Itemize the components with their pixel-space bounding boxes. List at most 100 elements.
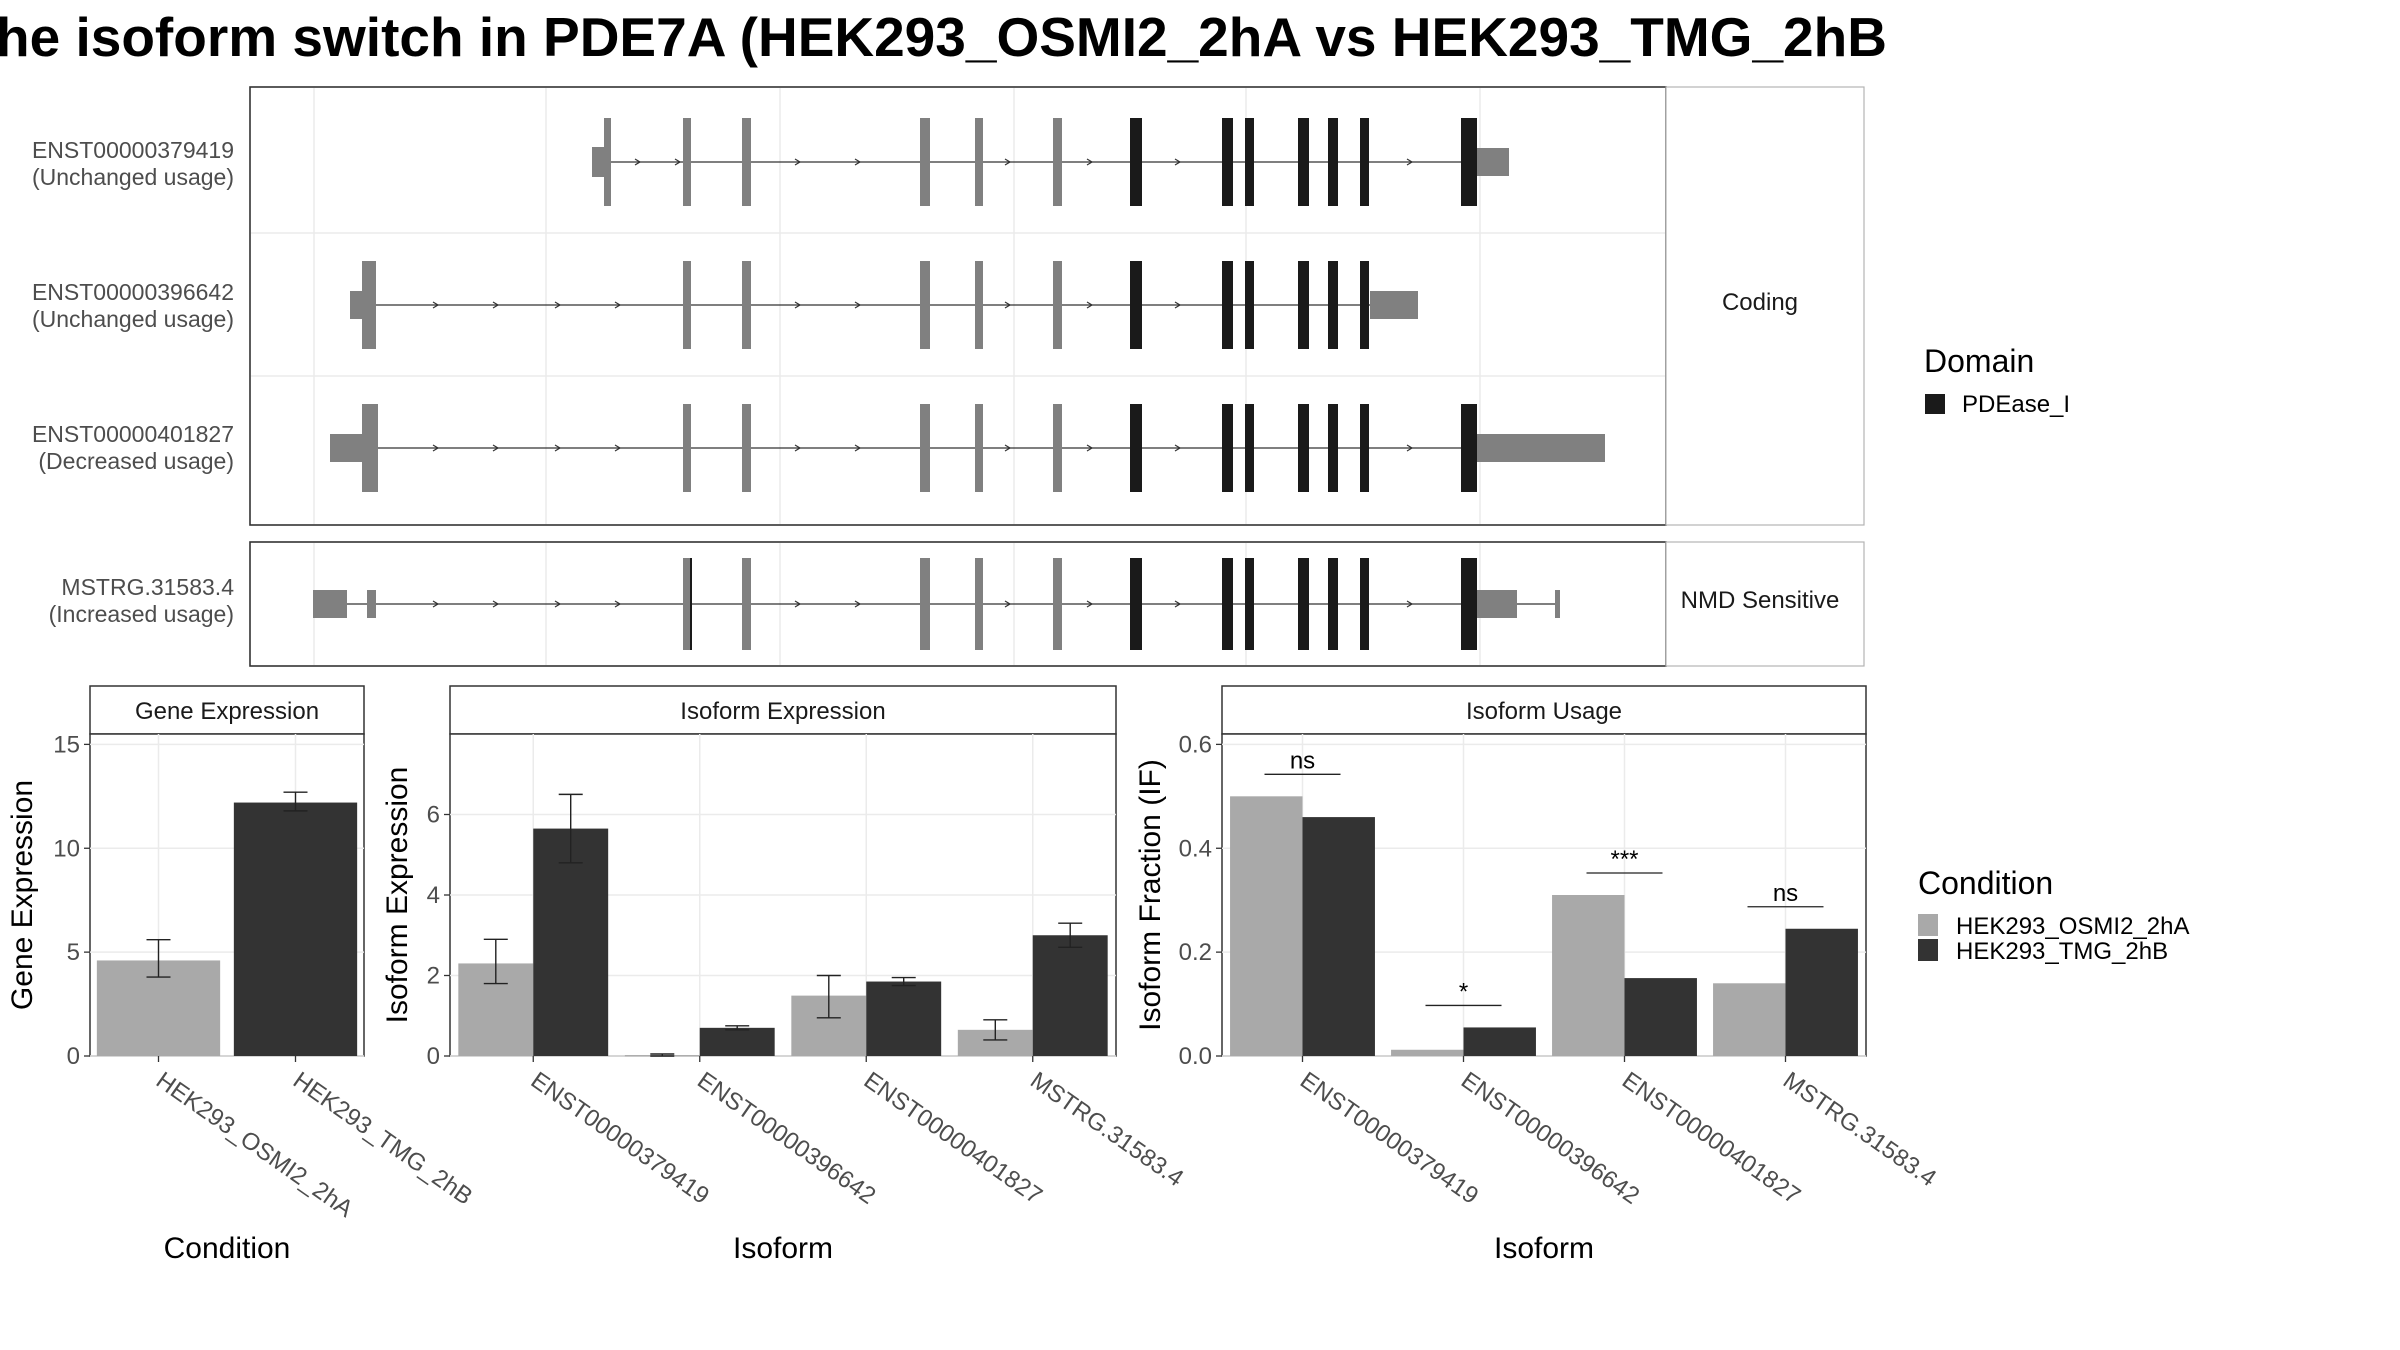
exon [975,558,983,650]
strand-arrow [794,444,802,452]
strand-arrow [492,444,500,452]
x-axis-label: Isoform [1494,1232,1594,1265]
chart-strip-label: Isoform Usage [1466,698,1622,725]
significance-label: *** [1610,846,1638,873]
bar [1713,983,1786,1056]
domain-exon [1298,404,1309,492]
x-tick-label: ENST00000379419 [1295,1067,1483,1210]
domain-exon [1360,261,1369,349]
exon [683,404,691,492]
condition-legend-swatch-tmg [1918,939,1938,961]
x-tick-label: MSTRG.31583.4 [1778,1067,1941,1192]
exon [920,261,930,349]
strand-arrow [554,301,562,309]
domain-exon [1328,558,1338,650]
exon [1053,118,1062,206]
chart-strip-label: Isoform Expression [680,698,885,725]
strand-arrow [1174,301,1182,309]
strand-arrow [554,444,562,452]
strand-arrow [794,158,802,166]
exon [367,590,376,618]
strand-arrow [614,600,622,608]
domain-exon [1222,261,1233,349]
exon [683,558,691,650]
significance-label: ns [1290,747,1315,774]
domain-exon [690,558,692,650]
domain-legend-label: PDEase_I [1962,391,2070,418]
strand-arrow [1174,158,1182,166]
strand-arrow [1174,444,1182,452]
bar [1391,1049,1464,1056]
transcript-label-id: ENST00000401827 [32,421,234,447]
exon [362,261,376,349]
domain-exon [1461,558,1477,650]
exon [742,404,751,492]
chart-strip [89,685,365,735]
transcript-label-id: ENST00000379419 [32,137,234,163]
y-tick-label: 6 [427,802,440,829]
exon [975,404,983,492]
strand-arrow [1086,158,1094,166]
transcript-label-usage: (Increased usage) [49,601,234,627]
strand-arrow [854,158,862,166]
domain-exon [1328,261,1338,349]
bar [1032,935,1108,1056]
y-tick-label: 2 [427,963,440,990]
strand-arrow [794,301,802,309]
y-tick-label: 0.4 [1179,835,1212,862]
exon [362,404,378,492]
bar [699,1027,775,1056]
strand-arrow [432,301,440,309]
domain-exon [1130,261,1142,349]
x-tick-label: ENST00000396642 [692,1067,880,1210]
strip-label-nmd: NMD Sensitive [1681,587,1840,614]
bar [533,828,609,1056]
domain-exon [1328,404,1338,492]
bar [1230,796,1303,1056]
bar [866,981,942,1056]
y-tick-label: 0 [427,1043,440,1070]
domain-exon [1130,404,1142,492]
domain-exon [1245,261,1254,349]
strip-label-coding: Coding [1722,289,1798,316]
strand-arrow [854,444,862,452]
strand-arrow [854,600,862,608]
exon [920,558,930,650]
strand-arrow [1086,301,1094,309]
transcript-structure-panel [249,86,1865,667]
y-axis-label: Isoform Fraction (IF) [1134,759,1167,1031]
domain-exon [1245,558,1254,650]
y-tick-label: 5 [67,939,80,966]
nmd-strip [1665,541,1865,667]
figure-title: he isoform switch in PDE7A (HEK293_OSMI2… [0,6,1887,68]
y-tick-label: 10 [53,835,80,862]
transcript-label-id: MSTRG.31583.4 [61,574,234,600]
domain-exon [1130,118,1142,206]
domain-exon [1360,118,1369,206]
exon [330,434,362,462]
domain-exon [1461,118,1477,206]
significance-label: * [1459,978,1468,1005]
coding-panel-frame [249,86,1667,526]
domain-exon [1245,404,1254,492]
chart-strip-label: Gene Expression [135,698,319,725]
bar [1463,1027,1536,1056]
strand-arrow [492,301,500,309]
strand-arrow [1004,301,1012,309]
x-axis-label: Condition [164,1232,291,1265]
transcript-label-id: ENST00000396642 [32,279,234,305]
y-tick-label: 0.6 [1179,731,1212,758]
exon [920,404,930,492]
strand-arrow [1004,600,1012,608]
coding-strip [1665,86,1865,526]
bar [1552,895,1625,1056]
exon [1370,291,1418,319]
strand-arrow [1086,600,1094,608]
exon [742,118,751,206]
strand-arrow [614,301,622,309]
bar [1785,928,1858,1056]
exon [1053,404,1062,492]
exon [313,590,347,618]
condition-legend-label-osmi: HEK293_OSMI2_2hA [1956,913,2189,940]
